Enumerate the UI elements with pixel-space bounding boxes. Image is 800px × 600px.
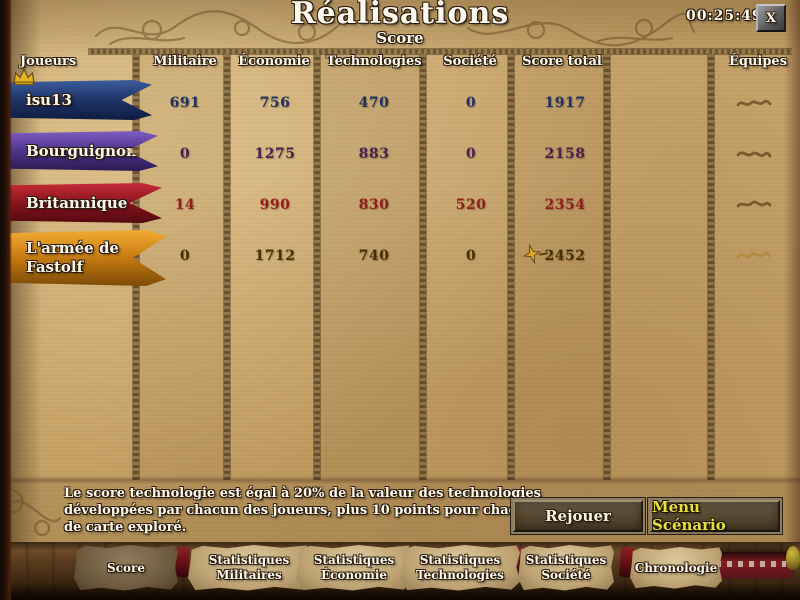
military-score-cell: 691 — [169, 95, 201, 111]
economy-score-cell: 1712 — [254, 248, 296, 264]
tab-label: Score — [107, 560, 145, 575]
page-subtitle: Score — [376, 29, 424, 47]
crown-icon — [13, 68, 35, 85]
players-column-header: Joueurs — [20, 54, 77, 69]
technology-score-cell: 740 — [358, 248, 390, 264]
tab-label: Militaires — [216, 568, 282, 582]
book-binding-edge — [0, 0, 12, 600]
best-score-star-icon — [522, 244, 548, 264]
player-name: isu13 — [26, 90, 72, 109]
technology-column-header: Technologies — [326, 54, 422, 69]
total-score-cell: 1917 — [544, 95, 586, 111]
tab-label: Technologies — [416, 568, 504, 582]
tab-score[interactable]: Score — [74, 545, 178, 591]
scroll-flourish-left-icon — [94, 10, 342, 46]
team-scribble-icon — [736, 99, 772, 107]
tab-label: Statistiques — [419, 553, 501, 567]
column-tint — [320, 54, 420, 480]
column-tint — [514, 54, 604, 480]
table-top-border — [88, 49, 792, 54]
column-divider — [708, 54, 714, 480]
tab-label: Chronologie — [634, 560, 718, 575]
replay-button[interactable]: Rejouer — [513, 500, 643, 532]
tab-label: Statistiques — [313, 553, 395, 567]
team-scribble-icon — [736, 151, 772, 158]
total-score-cell: 2452 — [544, 248, 586, 264]
total-score-cell: 2354 — [544, 197, 586, 213]
technology-score-cell: 830 — [358, 197, 390, 213]
society-score-cell: 0 — [465, 248, 477, 264]
society-column-header: Société — [443, 54, 497, 69]
page-fold-shadow — [0, 476, 800, 484]
military-score-cell: 0 — [179, 146, 191, 162]
tab-statistics-technology[interactable]: Statistiques Technologies — [400, 545, 520, 591]
society-score-cell: 520 — [455, 197, 487, 213]
technology-score-cell: 470 — [358, 95, 390, 111]
military-column-header: Militaire — [153, 54, 217, 69]
column-divider — [508, 54, 514, 480]
scroll-flourish-right-icon — [466, 12, 696, 47]
tab-label: Statistiques — [208, 553, 290, 567]
tab-statistics-economy[interactable]: Statistiques Économie — [296, 545, 412, 591]
scenario-menu-button[interactable]: Menu Scénario — [650, 498, 780, 534]
economy-score-cell: 990 — [259, 197, 291, 213]
score-info-text: développées par chacun des joueurs, plus… — [64, 503, 562, 518]
tab-statistics-military[interactable]: Statistiques Militaires — [188, 545, 310, 591]
column-tint — [139, 54, 224, 480]
player-banner: Britannique — [0, 183, 162, 223]
column-divider — [314, 54, 320, 480]
tab-label: Statistiques — [525, 553, 607, 567]
total-score-cell: 2158 — [544, 146, 586, 162]
military-score-cell: 0 — [179, 248, 191, 264]
score-info-text: Le score technologie est égal à 20% de l… — [64, 486, 541, 501]
column-divider — [604, 54, 610, 480]
closed-book-decoration — [712, 552, 792, 578]
game-timer: 00:25:49 — [686, 8, 763, 24]
economy-column-header: Économie — [238, 54, 310, 69]
tab-label: Économie — [320, 568, 388, 582]
close-button[interactable]: X — [756, 4, 786, 32]
economy-score-cell: 1275 — [254, 146, 296, 162]
column-divider — [420, 54, 426, 480]
technology-score-cell: 883 — [358, 146, 390, 162]
military-score-cell: 14 — [174, 197, 196, 213]
teams-column-header: Équipes — [728, 54, 788, 69]
society-score-cell: 0 — [465, 146, 477, 162]
gold-ornament-decoration — [786, 546, 800, 570]
tab-label: Société — [541, 568, 591, 582]
player-name: Britannique — [26, 193, 128, 212]
player-banner: L'armée de Fastolf — [0, 230, 166, 286]
player-name: Bourguignon — [26, 141, 137, 160]
page-title: Réalisations — [290, 0, 510, 31]
player-banner: isu13 — [0, 80, 152, 120]
economy-score-cell: 756 — [259, 95, 291, 111]
total-score-column-header: Score total — [522, 54, 602, 69]
society-score-cell: 0 — [465, 95, 477, 111]
score-info-text: de carte exploré. — [64, 520, 187, 535]
tab-statistics-society[interactable]: Statistiques Société — [518, 545, 614, 591]
column-divider — [224, 54, 230, 480]
player-name: L'armée de Fastolf — [26, 239, 119, 276]
team-scribble-icon — [736, 251, 772, 259]
team-scribble-icon — [736, 200, 772, 208]
tab-timeline[interactable]: Chronologie — [630, 547, 722, 589]
